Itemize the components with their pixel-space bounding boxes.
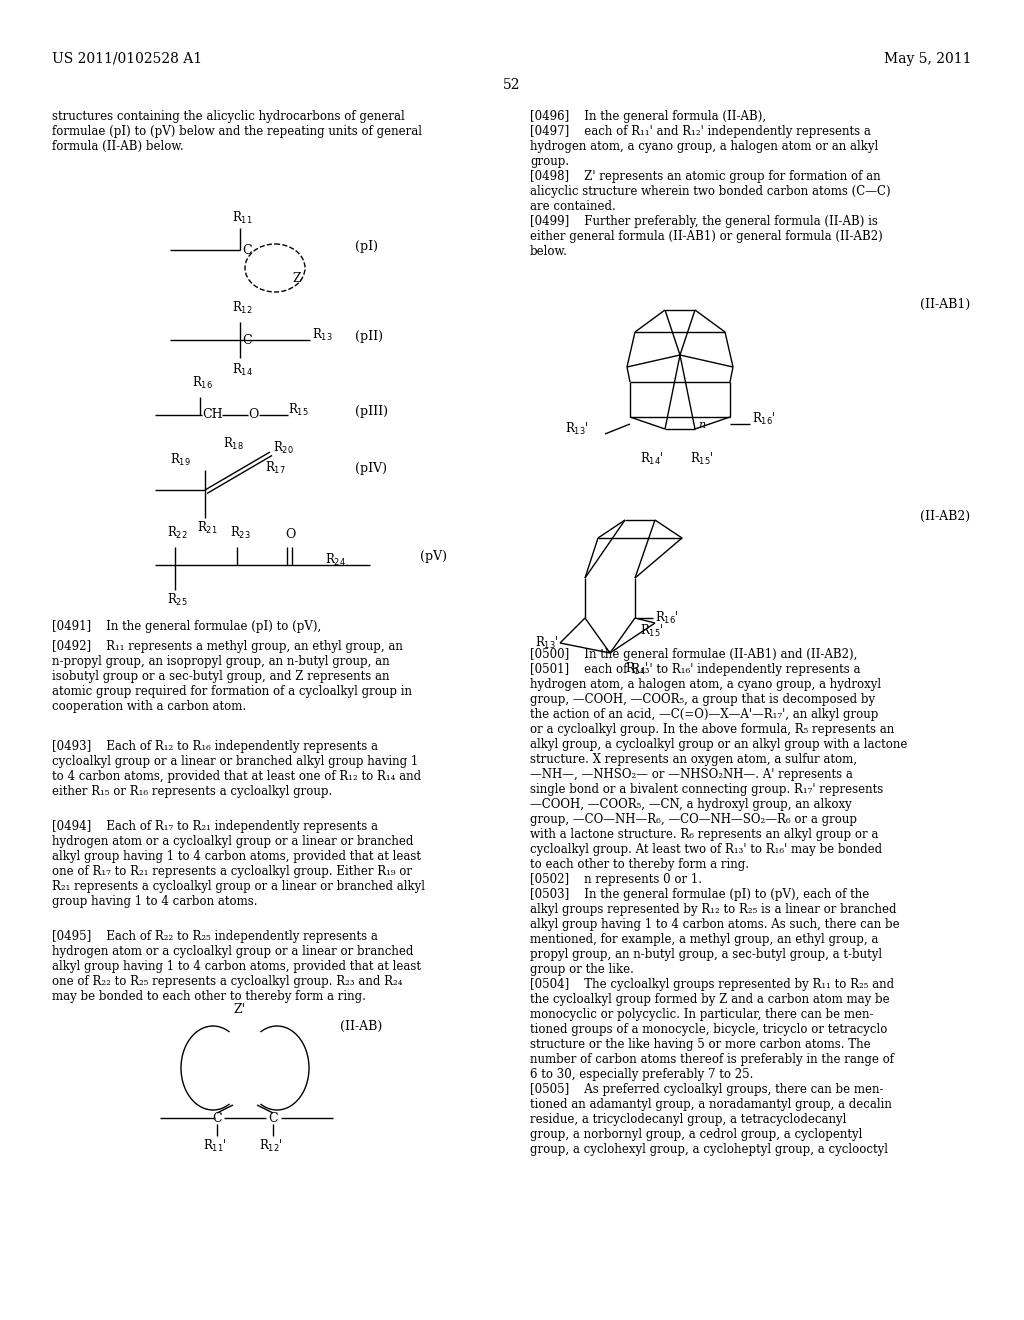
Text: Z': Z' [233,1003,246,1016]
Text: Z: Z [292,272,301,285]
Text: [0491]    In the general formulae (pI) to (pV),: [0491] In the general formulae (pI) to (… [52,620,322,634]
Text: R$_{25}$: R$_{25}$ [167,591,187,609]
Text: C: C [212,1111,222,1125]
Text: structures containing the alicyclic hydrocarbons of general
formulae (pI) to (pV: structures containing the alicyclic hydr… [52,110,422,153]
Text: R$_{12}$': R$_{12}$' [259,1138,283,1154]
Text: R$_{13}$': R$_{13}$' [535,635,559,651]
Text: R$_{24}$: R$_{24}$ [325,552,346,568]
Text: US 2011/0102528 A1: US 2011/0102528 A1 [52,51,202,66]
Text: CH: CH [202,408,222,421]
Text: R$_{14}$': R$_{14}$' [640,451,664,467]
Text: R$_{22}$: R$_{22}$ [167,525,187,541]
Text: [0492]    R₁₁ represents a methyl group, an ethyl group, an
n-propyl group, an i: [0492] R₁₁ represents a methyl group, an… [52,640,412,713]
Text: (II-AB2): (II-AB2) [920,510,970,523]
Text: (pIV): (pIV) [355,462,387,475]
Text: (pV): (pV) [420,550,447,564]
Text: (pI): (pI) [355,240,378,253]
Text: 52: 52 [503,78,521,92]
Text: R$_{18}$: R$_{18}$ [223,436,244,451]
Text: R$_{19}$: R$_{19}$ [170,451,190,469]
Text: R$_{16}$: R$_{16}$ [193,375,213,391]
Text: C: C [242,334,252,346]
Text: R$_{15}$': R$_{15}$' [690,451,714,467]
Text: R$_{13}$: R$_{13}$ [312,327,333,343]
Text: R$_{15}$: R$_{15}$ [288,403,308,418]
Text: R$_{15}$': R$_{15}$' [640,623,664,639]
Text: [0494]    Each of R₁₇ to R₂₁ independently represents a
hydrogen atom or a cyclo: [0494] Each of R₁₇ to R₂₁ independently … [52,820,425,908]
Text: R$_{16}$': R$_{16}$' [752,411,776,428]
Text: R$_{21}$: R$_{21}$ [197,520,218,536]
Text: O: O [248,408,258,421]
Text: C: C [242,243,252,256]
Text: R$_{16}$': R$_{16}$' [655,610,679,626]
Text: R$_{14}$': R$_{14}$' [625,661,649,677]
Text: R$_{13}$': R$_{13}$' [565,421,589,437]
Text: R$_{17}$: R$_{17}$ [265,459,286,477]
Text: [0496]    In the general formula (II-AB),
[0497]    each of R₁₁' and R₁₂' indepe: [0496] In the general formula (II-AB), [… [530,110,891,257]
Text: R$_{14}$: R$_{14}$ [232,362,253,378]
Text: n: n [698,420,706,430]
Text: (II-AB1): (II-AB1) [920,298,971,312]
Text: R$_{11}$: R$_{11}$ [232,210,253,226]
Text: [0495]    Each of R₂₂ to R₂₅ independently represents a
hydrogen atom or a cyclo: [0495] Each of R₂₂ to R₂₅ independently … [52,931,421,1003]
Text: [0493]    Each of R₁₂ to R₁₆ independently represents a
cycloalkyl group or a li: [0493] Each of R₁₂ to R₁₆ independently … [52,741,421,799]
Text: O: O [285,528,295,541]
Text: C: C [268,1111,278,1125]
Text: [0500]    In the general formulae (II-AB1) and (II-AB2),
[0501]    each of R₁₃' : [0500] In the general formulae (II-AB1) … [530,648,907,1156]
Text: (pII): (pII) [355,330,383,343]
Text: R$_{20}$: R$_{20}$ [273,440,294,455]
Text: (II-AB): (II-AB) [340,1020,382,1034]
Text: R$_{12}$: R$_{12}$ [232,300,253,315]
Text: (pIII): (pIII) [355,405,388,418]
Text: R$_{23}$: R$_{23}$ [230,525,251,541]
Text: May 5, 2011: May 5, 2011 [885,51,972,66]
Text: R$_{11}$': R$_{11}$' [203,1138,227,1154]
